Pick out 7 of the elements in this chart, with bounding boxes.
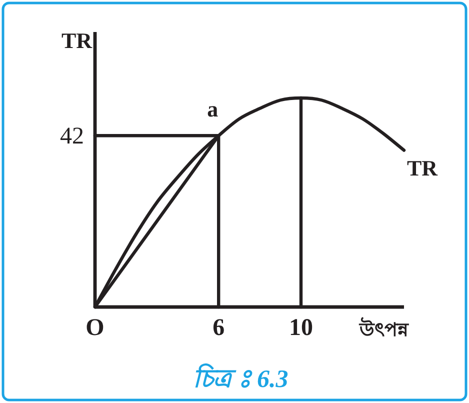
x-tick-label: O (86, 315, 104, 341)
series-label: TR (407, 155, 438, 180)
x-tick-label: 10 (289, 315, 313, 341)
annotation: a (207, 96, 218, 122)
annotation: 42 (60, 124, 84, 150)
x-tick-label: 6 (212, 315, 225, 341)
y-label: TR (61, 28, 92, 53)
